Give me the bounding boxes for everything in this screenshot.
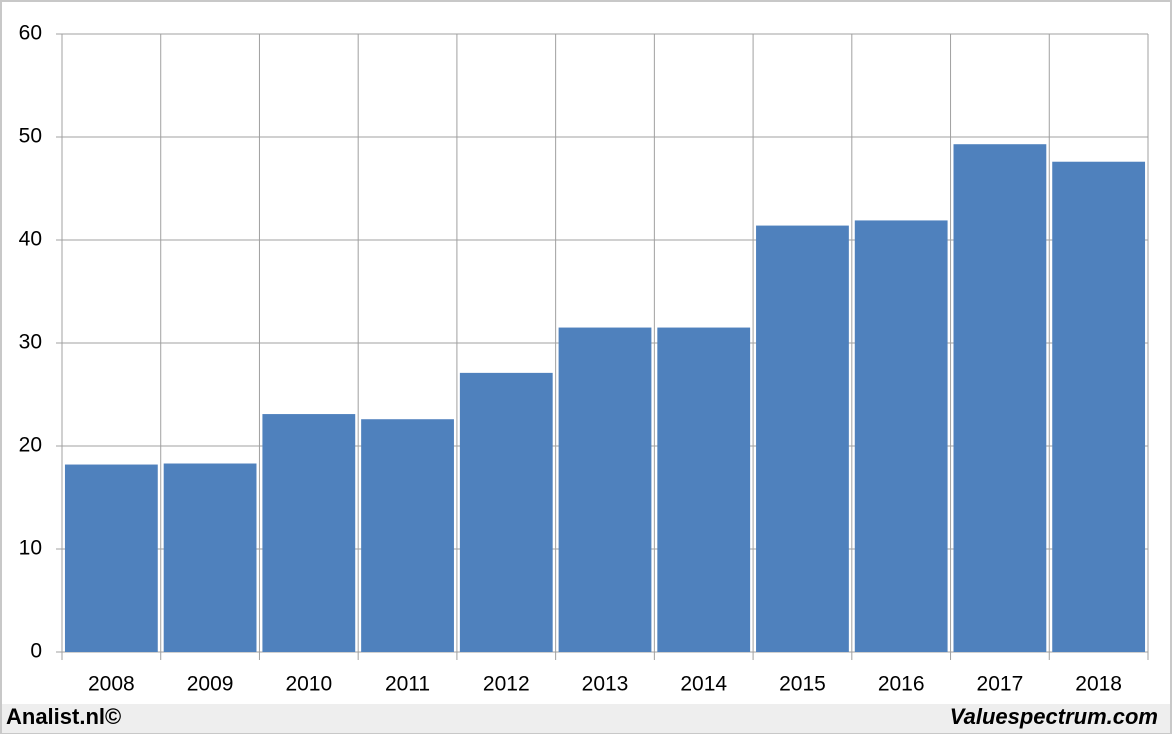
x-tick-label: 2012 [483, 673, 530, 696]
y-tick-label: 10 [19, 537, 42, 560]
x-tick-label: 2016 [878, 673, 925, 696]
source-left: Analist.nl© [6, 704, 121, 729]
footer-band [2, 704, 1170, 733]
y-tick-label: 30 [19, 331, 42, 354]
y-tick-label: 0 [30, 640, 42, 663]
source-right: Valuespectrum.com [950, 704, 1158, 729]
y-tick-label: 50 [19, 125, 42, 148]
x-tick-label: 2011 [385, 673, 430, 696]
bar [657, 327, 751, 652]
x-tick-label: 2013 [582, 673, 629, 696]
bar [64, 464, 158, 652]
bar [459, 372, 553, 652]
bar [361, 419, 454, 652]
bar [953, 144, 1047, 652]
y-tick-label: 20 [19, 434, 42, 457]
x-tick-label: 2010 [285, 673, 332, 696]
bar [262, 414, 356, 652]
bar [558, 327, 652, 652]
bar [163, 463, 257, 652]
x-tick-label: 2018 [1075, 673, 1122, 696]
x-tick-label: 2017 [977, 673, 1024, 696]
x-tick-label: 2014 [680, 673, 727, 696]
x-tick-label: 2009 [187, 673, 234, 696]
y-tick-label: 40 [19, 228, 42, 251]
bar [854, 220, 948, 652]
x-tick-label: 2008 [88, 673, 135, 696]
bar [756, 225, 849, 652]
bar [1052, 161, 1146, 652]
x-tick-label: 2015 [779, 673, 826, 696]
y-tick-label: 60 [19, 22, 42, 45]
